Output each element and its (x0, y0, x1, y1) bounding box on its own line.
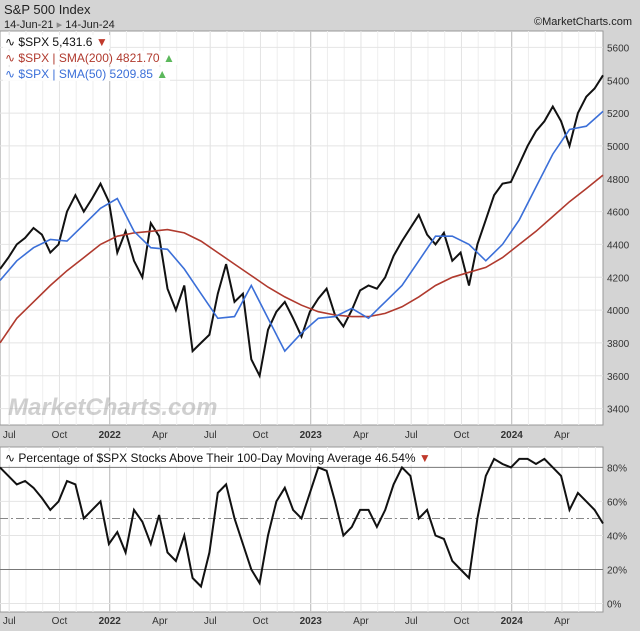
y-tick-label: 3600 (607, 372, 630, 383)
y-tick-label: 60% (607, 497, 627, 508)
x-tick-label: Oct (253, 616, 269, 627)
x-tick-label: Jul (405, 616, 418, 627)
y-tick-label: 5000 (607, 142, 630, 153)
y-tick-label: 4400 (607, 240, 630, 251)
legend-sma50-label: $SPX | SMA(50) 5209.85 (18, 67, 153, 81)
series-line-above100dma (0, 457, 604, 589)
x-tick-label: Apr (152, 616, 168, 627)
line-icon: ∿ (5, 51, 16, 65)
x-tick-label: Oct (52, 430, 68, 441)
x-tick-label: Apr (353, 616, 369, 627)
line-icon: ∿ (5, 35, 16, 49)
legend-sma200-label: $SPX | SMA(200) 4821.70 (18, 51, 160, 65)
arrow-icon: ▸ (56, 19, 63, 31)
x-tick-label: Jul (204, 430, 217, 441)
chart-title: S&P 500 Index (4, 2, 91, 17)
y-tick-label: 80% (607, 463, 627, 474)
x-tick-label: Jul (3, 430, 16, 441)
y-tick-label: 40% (607, 531, 627, 542)
down-triangle-icon: ▼ (418, 451, 431, 465)
y-tick-label: 4600 (607, 208, 630, 219)
x-tick-label: 2022 (99, 616, 122, 627)
x-tick-label: 2022 (99, 430, 122, 441)
range-end: 14-Jun-24 (65, 19, 115, 31)
legend-sma50: ∿ $SPX | SMA(50) 5209.85 ▲ (3, 67, 171, 81)
up-triangle-icon: ▲ (156, 67, 169, 81)
x-tick-label: 2024 (501, 616, 524, 627)
plot-area (0, 446, 604, 613)
series-line-sma50 (0, 110, 604, 353)
x-tick-label: Oct (52, 616, 68, 627)
x-tick-label: Jul (3, 616, 16, 627)
x-tick-label: Jul (405, 430, 418, 441)
x-tick-label: Jul (204, 616, 217, 627)
x-tick-label: Apr (554, 616, 570, 627)
legend-breadth: ∿ Percentage of $SPX Stocks Above Their … (3, 451, 433, 465)
series-line-spx (0, 74, 604, 379)
legend-sma200: ∿ $SPX | SMA(200) 4821.70 ▲ (3, 51, 177, 65)
x-tick-label: Apr (353, 430, 369, 441)
date-range: 14-Jun-21 ▸ 14-Jun-24 (4, 18, 115, 31)
range-start: 14-Jun-21 (4, 19, 54, 31)
legend-breadth-label: Percentage of $SPX Stocks Above Their 10… (18, 451, 416, 465)
y-tick-label: 5400 (607, 76, 630, 87)
down-triangle-icon: ▼ (95, 35, 108, 49)
plot-area (0, 30, 604, 426)
x-tick-label: Oct (454, 616, 470, 627)
up-triangle-icon: ▲ (162, 51, 175, 65)
y-tick-label: 5200 (607, 109, 630, 120)
line-icon: ∿ (5, 67, 16, 81)
y-tick-label: 0% (607, 599, 622, 610)
x-tick-label: 2023 (300, 430, 323, 441)
y-tick-label: 3400 (607, 405, 630, 416)
legend-spx-label: $SPX 5,431.6 (18, 35, 93, 49)
y-tick-label: 20% (607, 565, 627, 576)
line-icon: ∿ (5, 451, 16, 465)
x-tick-label: Oct (454, 430, 470, 441)
y-tick-label: 4200 (607, 273, 630, 284)
x-tick-label: 2024 (501, 430, 524, 441)
x-tick-label: 2023 (300, 616, 323, 627)
y-tick-label: 3800 (607, 339, 630, 350)
x-tick-label: Apr (554, 430, 570, 441)
series-line-sma200 (0, 174, 604, 344)
x-tick-label: Oct (253, 430, 269, 441)
brand: ©MarketCharts.com (534, 16, 632, 28)
legend-spx: ∿ $SPX 5,431.6 ▼ (3, 35, 110, 49)
y-tick-label: 5600 (607, 43, 630, 54)
y-tick-label: 4800 (607, 175, 630, 186)
x-tick-label: Apr (152, 430, 168, 441)
y-tick-label: 4000 (607, 306, 630, 317)
watermark: MarketCharts.com (8, 394, 218, 421)
